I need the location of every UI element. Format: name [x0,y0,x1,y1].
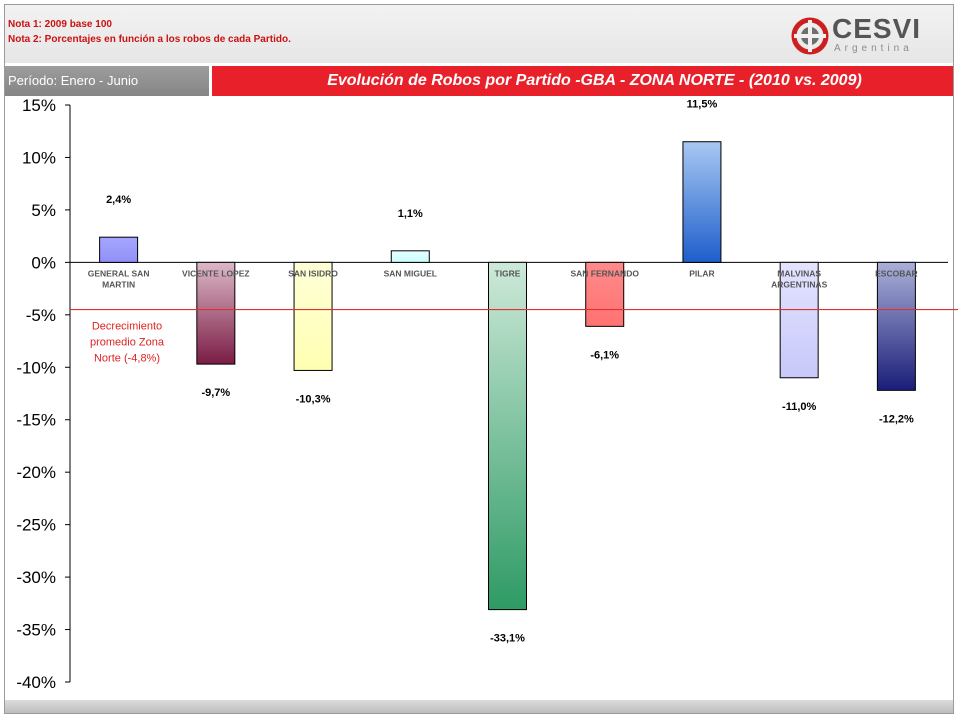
y-tick-label: 15% [22,96,56,115]
bar [390,250,430,263]
category-label: ARGENTINAS [771,279,828,289]
average-annotation: Decrecimiento [92,321,162,333]
cesvi-logo-icon [791,17,829,55]
category-label: PILAR [689,268,715,278]
title-bar [212,66,953,96]
bar [779,261,819,379]
y-tick-label: -40% [16,673,56,692]
category-label: GENERAL SAN [88,268,150,278]
chart-title: Evolución de Robos por Partido -GBA - ZO… [327,72,862,89]
note-2: Nota 2: Porcentajes en función a los rob… [8,34,291,45]
average-annotation: promedio Zona [90,337,165,349]
data-label: -9,7% [201,387,230,399]
category-label: SAN ISIDRO [288,268,338,278]
data-label: -33,1% [490,633,525,645]
logo-subtitle: Argentina [834,43,913,54]
category-label: TIGRE [495,268,521,278]
category-label: VICENTE LOPEZ [182,268,250,278]
bar [99,236,139,263]
data-label: 2,4% [106,194,131,206]
bar [293,261,333,371]
category-label: MARTIN [102,279,135,289]
y-tick-label: 0% [31,253,56,272]
data-label: -12,2% [879,413,914,425]
y-tick-label: 5% [31,201,56,220]
data-label: 1,1% [398,208,423,220]
data-label: 11,5% [687,99,718,111]
y-tick-label: -25% [16,516,56,535]
logo-name: CESVI [832,13,922,44]
y-tick-label: -10% [16,358,56,377]
footer-band [5,700,953,713]
bar [682,141,722,263]
data-label: -10,3% [296,393,331,405]
data-label: -11,0% [782,401,816,413]
y-tick-label: -5% [26,306,56,325]
bar [488,261,527,611]
bar [196,261,236,365]
average-annotation: Norte (-4,8%) [94,353,160,365]
category-label: SAN FERNANDO [570,268,639,278]
y-tick-label: 10% [22,148,56,167]
category-label: SAN MIGUEL [384,268,437,278]
period-box [5,66,209,96]
note-1: Nota 1: 2009 base 100 [8,19,112,30]
y-tick-label: -30% [16,568,56,587]
y-tick-label: -20% [16,463,56,482]
y-tick-label: -35% [16,621,56,640]
y-tick-label: -15% [16,411,56,430]
category-label: MALVINAS [777,268,821,278]
period-label: Período: Enero - Junio [8,73,139,88]
data-label: -6,1% [590,349,619,361]
category-label: ESCOBAR [875,268,918,278]
bar [876,261,916,391]
bar [585,261,625,327]
